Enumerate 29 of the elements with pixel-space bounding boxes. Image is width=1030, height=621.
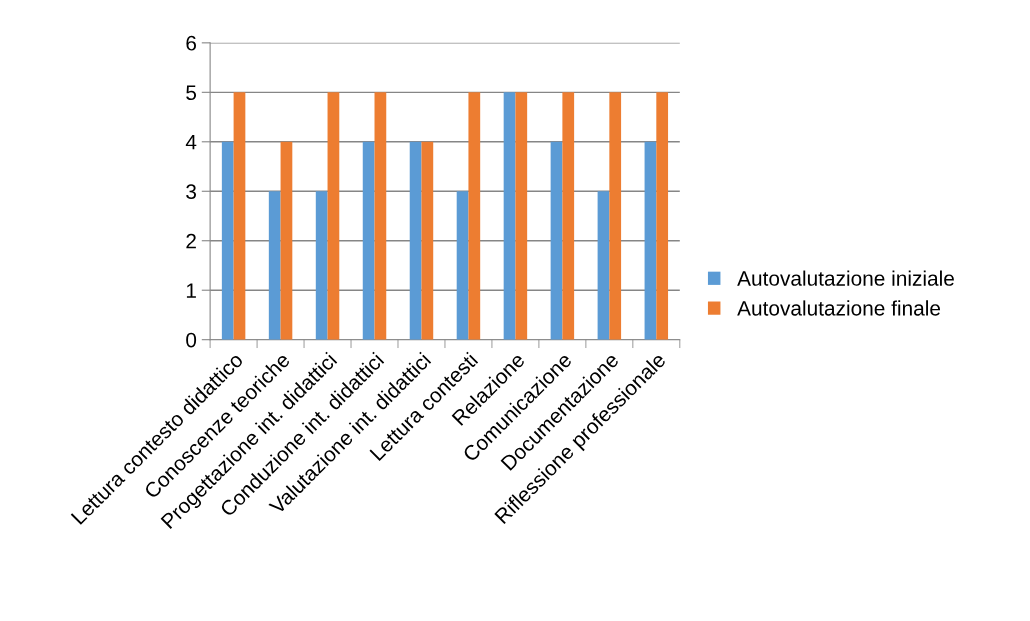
bar	[374, 92, 387, 340]
bar	[597, 191, 610, 340]
bar	[644, 141, 657, 340]
bar	[421, 141, 434, 340]
bar	[409, 141, 422, 340]
legend-label: Autovalutazione iniziale	[737, 270, 954, 286]
bar	[315, 191, 328, 340]
bar	[221, 141, 234, 340]
bar	[550, 141, 563, 340]
y-tick-label: 1	[186, 283, 196, 298]
y-tick-label: 3	[186, 184, 197, 200]
bar	[503, 92, 516, 340]
bar	[609, 92, 622, 340]
bar	[456, 191, 469, 340]
y-tick-label: 4	[185, 135, 197, 150]
bar	[362, 141, 375, 340]
bar	[327, 92, 340, 340]
y-tick-label: 2	[186, 233, 196, 249]
y-tick-label: 6	[186, 35, 197, 51]
bar	[233, 92, 246, 340]
legend-label: Autovalutazione finale	[737, 300, 941, 316]
bar	[562, 92, 575, 340]
bar	[515, 92, 528, 340]
bar	[468, 92, 481, 340]
bar	[268, 191, 281, 340]
bar	[656, 92, 669, 340]
y-tick-label: 5	[186, 85, 197, 101]
y-tick-label: 0	[186, 332, 197, 348]
bar	[280, 141, 293, 340]
